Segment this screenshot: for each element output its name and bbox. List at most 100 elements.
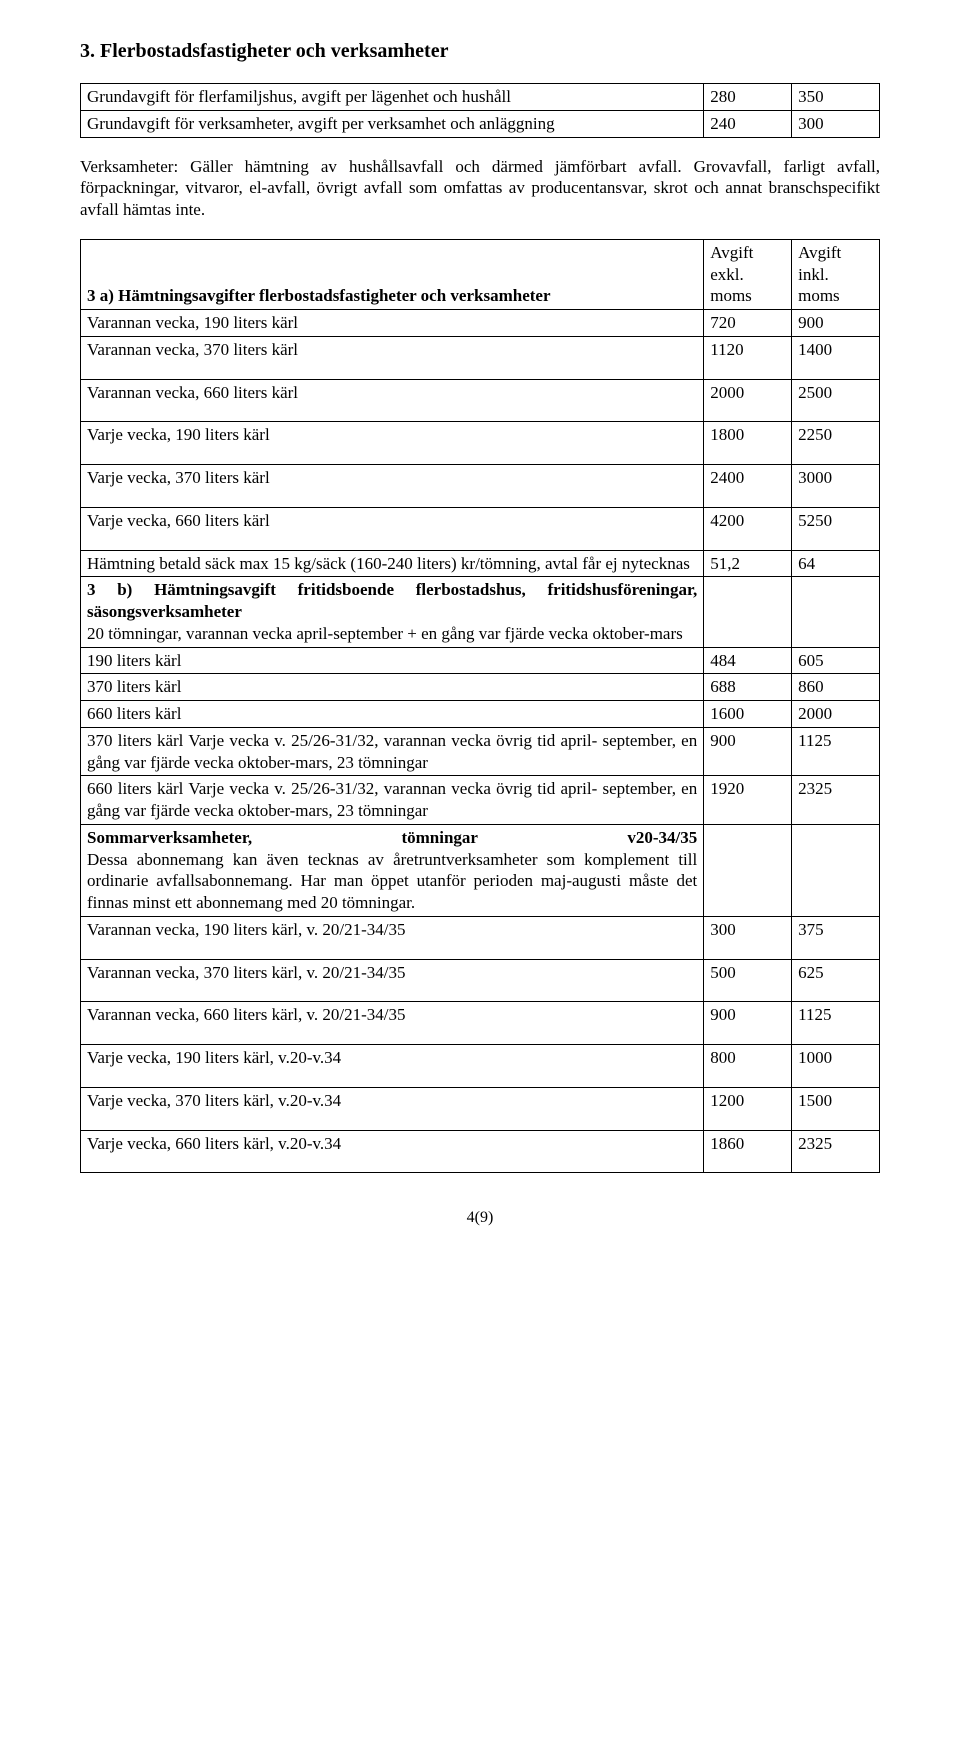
sommar-word: Sommarverksamheter, <box>87 827 252 849</box>
cell-label: Grundavgift för verksamheter, avgift per… <box>81 110 704 137</box>
cell-value: 900 <box>704 727 792 776</box>
cell-value: 860 <box>792 674 880 701</box>
header-line: Avgift <box>798 243 841 262</box>
cell-value: 1860 <box>704 1130 792 1173</box>
cell-label: Varje vecka, 660 liters kärl <box>81 507 704 550</box>
header-line: moms <box>710 286 752 305</box>
heading-3b: 3 b) Hämtningsavgift fritidsboende flerb… <box>87 580 697 621</box>
cell-value: 800 <box>704 1045 792 1088</box>
cell-label: Varannan vecka, 190 liters kärl <box>81 310 704 337</box>
cell-label: 660 liters kärl Varje vecka v. 25/26-31/… <box>81 776 704 825</box>
cell-value: 1920 <box>704 776 792 825</box>
table-row: 370 liters kärl Varje vecka v. 25/26-31/… <box>81 727 880 776</box>
cell-empty <box>704 577 792 647</box>
heading-3b-sub: 20 tömningar, varannan vecka april-septe… <box>87 624 683 643</box>
cell-label: 370 liters kärl <box>81 674 704 701</box>
table-row: Varannan vecka, 660 liters kärl 2000 250… <box>81 379 880 422</box>
cell-value: 240 <box>704 110 792 137</box>
sommar-desc: Dessa abonnemang kan även tecknas av åre… <box>87 850 697 913</box>
header-cell: Avgift exkl. moms <box>704 239 792 309</box>
table-row: Grundavgift för verksamheter, avgift per… <box>81 110 880 137</box>
cell-value: 4200 <box>704 507 792 550</box>
cell-label: Varannan vecka, 370 liters kärl <box>81 336 704 379</box>
page-footer: 4(9) <box>80 1209 880 1227</box>
cell-sommar: Sommarverksamheter, tömningar v20-34/35 … <box>81 824 704 916</box>
cell-value: 64 <box>792 550 880 577</box>
table-row: 3 b) Hämtningsavgift fritidsboende flerb… <box>81 577 880 647</box>
cell-value: 2325 <box>792 1130 880 1173</box>
cell-label: Varannan vecka, 660 liters kärl <box>81 379 704 422</box>
cell-value: 900 <box>704 1002 792 1045</box>
sommar-word: v20-34/35 <box>627 827 697 849</box>
header-line: exkl. <box>710 265 744 284</box>
heading-sommar: Sommarverksamheter, tömningar v20-34/35 <box>87 827 697 849</box>
cell-value: 350 <box>792 84 880 111</box>
cell-value: 1800 <box>704 422 792 465</box>
cell-value: 1125 <box>792 727 880 776</box>
cell-empty <box>704 824 792 916</box>
cell-value: 1600 <box>704 701 792 728</box>
section-title: 3. Flerbostadsfastigheter och verksamhet… <box>80 40 880 63</box>
cell-label: 370 liters kärl Varje vecka v. 25/26-31/… <box>81 727 704 776</box>
table-row: 190 liters kärl 484 605 <box>81 647 880 674</box>
cell-value: 2000 <box>792 701 880 728</box>
cell-heading-b: 3 b) Hämtningsavgift fritidsboende flerb… <box>81 577 704 647</box>
cell-value: 484 <box>704 647 792 674</box>
table-row: Varje vecka, 660 liters kärl 4200 5250 <box>81 507 880 550</box>
cell-value: 280 <box>704 84 792 111</box>
cell-label: Varje vecka, 370 liters kärl, v.20-v.34 <box>81 1087 704 1130</box>
cell-value: 625 <box>792 959 880 1002</box>
table-row: Hämtning betald säck max 15 kg/säck (160… <box>81 550 880 577</box>
cell-value: 300 <box>792 110 880 137</box>
cell-label: Varje vecka, 190 liters kärl <box>81 422 704 465</box>
cell-value: 2325 <box>792 776 880 825</box>
table-row: Varje vecka, 190 liters kärl 1800 2250 <box>81 422 880 465</box>
cell-value: 2500 <box>792 379 880 422</box>
table-header-row: 3 a) Hämtningsavgifter flerbostadsfastig… <box>81 239 880 309</box>
heading-3a: 3 a) Hämtningsavgifter flerbostadsfastig… <box>87 286 551 305</box>
cell-label: 190 liters kärl <box>81 647 704 674</box>
cell-value: 1120 <box>704 336 792 379</box>
cell-value: 3000 <box>792 465 880 508</box>
cell-value: 51,2 <box>704 550 792 577</box>
cell-empty <box>792 824 880 916</box>
header-line: moms <box>798 286 840 305</box>
cell-value: 300 <box>704 916 792 959</box>
table-row: 660 liters kärl Varje vecka v. 25/26-31/… <box>81 776 880 825</box>
table-row: Varje vecka, 370 liters kärl, v.20-v.34 … <box>81 1087 880 1130</box>
cell-label: Hämtning betald säck max 15 kg/säck (160… <box>81 550 704 577</box>
table-row: Grundavgift för flerfamiljshus, avgift p… <box>81 84 880 111</box>
table-row: Varannan vecka, 190 liters kärl, v. 20/2… <box>81 916 880 959</box>
header-line: inkl. <box>798 265 829 284</box>
sommar-word: tömningar <box>401 827 478 849</box>
cell-label: Grundavgift för flerfamiljshus, avgift p… <box>81 84 704 111</box>
table-row: Varannan vecka, 190 liters kärl 720 900 <box>81 310 880 337</box>
cell-value: 605 <box>792 647 880 674</box>
cell-value: 2400 <box>704 465 792 508</box>
cell-label: Varje vecka, 370 liters kärl <box>81 465 704 508</box>
cell-label: Varje vecka, 190 liters kärl, v.20-v.34 <box>81 1045 704 1088</box>
header-cell: Avgift inkl. moms <box>792 239 880 309</box>
table-row: Varannan vecka, 370 liters kärl, v. 20/2… <box>81 959 880 1002</box>
cell-label: 660 liters kärl <box>81 701 704 728</box>
cell-value: 720 <box>704 310 792 337</box>
cell-value: 900 <box>792 310 880 337</box>
table-row: Varje vecka, 660 liters kärl, v.20-v.34 … <box>81 1130 880 1173</box>
cell-value: 1400 <box>792 336 880 379</box>
page: 3. Flerbostadsfastigheter och verksamhet… <box>0 0 960 1267</box>
cell-empty <box>792 577 880 647</box>
table-row: Varannan vecka, 370 liters kärl 1120 140… <box>81 336 880 379</box>
cell-label: Varannan vecka, 190 liters kärl, v. 20/2… <box>81 916 704 959</box>
table-row: Varje vecka, 370 liters kärl 2400 3000 <box>81 465 880 508</box>
cell-value: 1125 <box>792 1002 880 1045</box>
table-row: Varannan vecka, 660 liters kärl, v. 20/2… <box>81 1002 880 1045</box>
main-table: 3 a) Hämtningsavgifter flerbostadsfastig… <box>80 239 880 1174</box>
cell-value: 2000 <box>704 379 792 422</box>
table-row: Sommarverksamheter, tömningar v20-34/35 … <box>81 824 880 916</box>
table-row: 660 liters kärl 1600 2000 <box>81 701 880 728</box>
cell-label: Varannan vecka, 660 liters kärl, v. 20/2… <box>81 1002 704 1045</box>
intro-table: Grundavgift för flerfamiljshus, avgift p… <box>80 83 880 138</box>
table-row: Varje vecka, 190 liters kärl, v.20-v.34 … <box>81 1045 880 1088</box>
header-line: Avgift <box>710 243 753 262</box>
cell-value: 375 <box>792 916 880 959</box>
